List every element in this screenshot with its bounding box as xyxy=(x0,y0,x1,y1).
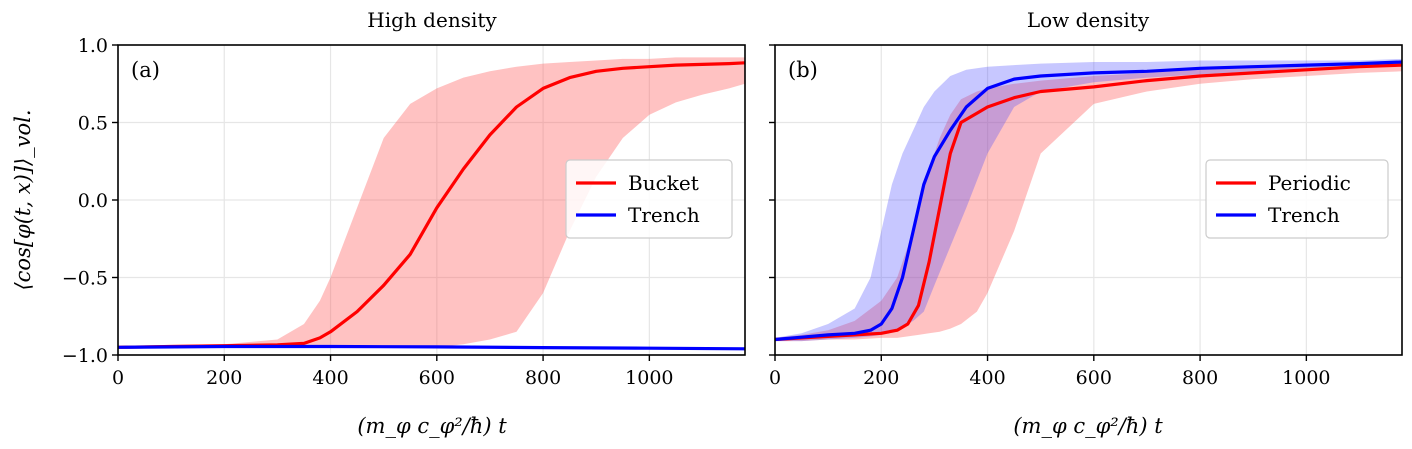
x-tick-label: 0 xyxy=(112,367,124,389)
legend-label-trench: Trench xyxy=(628,203,700,227)
series-line-trench xyxy=(117,344,746,351)
x-tick-label: 800 xyxy=(1182,367,1218,389)
panel-label-b: (b) xyxy=(788,58,818,82)
band-trench xyxy=(775,58,1402,342)
series-line-bucket xyxy=(117,61,746,349)
y-tick-label: 1.0 xyxy=(78,35,108,57)
series-line-trench xyxy=(774,60,1403,342)
y-axis-label: ⟨cos[φ(t, x)]⟩_vol. xyxy=(11,109,35,290)
x-tick-label: 1000 xyxy=(1282,367,1330,389)
x-tick-label: 400 xyxy=(969,367,1005,389)
ticks-high-density: 0 200 400 600 800 1000 −1.0 −0.5 0.0 0.5 1.0 xyxy=(62,35,674,389)
lines-low-density xyxy=(774,60,1403,342)
band-bucket xyxy=(118,57,745,349)
bands-low-density xyxy=(775,58,1402,342)
x-tick-label: 800 xyxy=(525,367,561,389)
legend-box xyxy=(565,159,733,239)
y-tick-label: −1.0 xyxy=(62,345,108,367)
legend-label-periodic: Periodic xyxy=(1268,171,1351,195)
x-tick-label: 400 xyxy=(312,367,348,389)
panel-high-density: High density 0 200 400 600 800 1000 −1.0 −0.5 0.… xyxy=(11,8,746,438)
x-tick-label: 200 xyxy=(206,367,242,389)
x-tick-label: 1000 xyxy=(625,367,673,389)
legend-high-density: Bucket Trench xyxy=(565,159,733,239)
ticks-low-density: 0 200 400 600 800 1000 xyxy=(769,44,1331,389)
y-tick-label: −0.5 xyxy=(62,268,108,290)
legend-low-density: Periodic Trench xyxy=(1205,159,1389,239)
legend-label-trench: Trench xyxy=(1268,203,1340,227)
x-axis-label-high-density: (m_φ c_φ²/ħ) t xyxy=(357,414,507,438)
x-tick-label: 600 xyxy=(1076,367,1112,389)
legend-label-bucket: Bucket xyxy=(628,171,699,195)
panel-title-high-density: High density xyxy=(367,8,497,32)
band-periodic xyxy=(775,62,1402,342)
panel-title-low-density: Low density xyxy=(1027,8,1150,32)
x-axis-label-low-density: (m_φ c_φ²/ħ) t xyxy=(1013,414,1163,438)
x-tick-label: 600 xyxy=(419,367,455,389)
panel-low-density: Low density 0 200 400 600 800 1000 (b) Period… xyxy=(769,8,1403,438)
x-tick-label: 200 xyxy=(863,367,899,389)
legend-box xyxy=(1205,159,1389,239)
series-line-periodic xyxy=(774,63,1403,342)
x-tick-label: 0 xyxy=(769,367,781,389)
panel-label-a: (a) xyxy=(131,58,160,82)
lines-high-density xyxy=(117,61,746,351)
bands-high-density xyxy=(118,57,745,349)
y-tick-label: 0.5 xyxy=(78,113,108,135)
y-tick-label: 0.0 xyxy=(78,190,108,212)
